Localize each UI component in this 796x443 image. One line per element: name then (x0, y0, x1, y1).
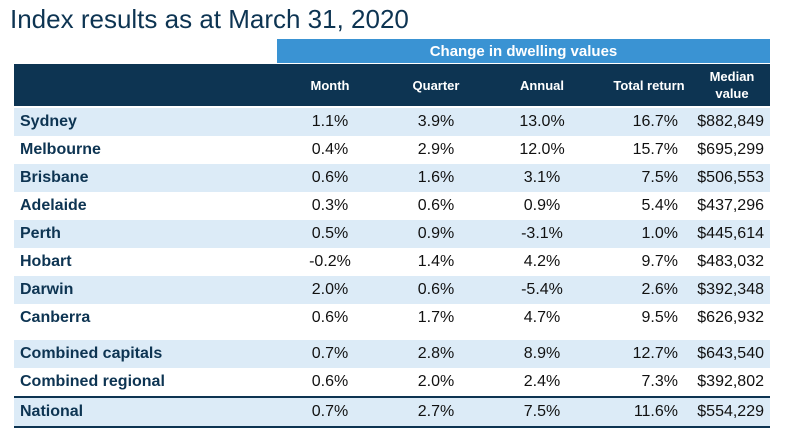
cell-quarter: 2.7% (417, 403, 455, 420)
cell-annual: 2.4% (523, 373, 561, 390)
cell-quarter: 0.9% (417, 225, 455, 242)
cell-quarter: 0.6% (417, 281, 455, 298)
row-name: Brisbane (20, 169, 89, 186)
row-name: National (20, 403, 84, 420)
cell-total-return: 15.7% (632, 141, 678, 158)
cell-quarter: 1.4% (417, 253, 455, 270)
row-name: Perth (20, 225, 61, 242)
table-row: Darwin 2.0% 0.6% -5.4% 2.6% $392,348 (14, 276, 770, 304)
cell-total-return: 9.5% (641, 309, 678, 326)
table-row: Perth 0.5% 0.9% -3.1% 1.0% $445,614 (14, 220, 770, 248)
cell-quarter: 1.6% (417, 169, 455, 186)
cell-annual: 4.2% (523, 253, 561, 270)
row-name: Sydney (20, 113, 77, 130)
table-row: Combined regional 0.6% 2.0% 2.4% 7.3% $3… (14, 368, 770, 396)
cell-total-return: 9.7% (641, 253, 678, 270)
cell-annual: 7.5% (523, 403, 561, 420)
cell-month: 0.6% (311, 169, 349, 186)
divider-top-national (14, 396, 770, 398)
cell-quarter: 0.6% (417, 197, 455, 214)
cell-median-value: $392,802 (697, 373, 764, 390)
cell-median-value: $506,553 (697, 169, 764, 186)
cell-annual: 8.9% (523, 345, 561, 362)
cell-month: 0.5% (311, 225, 349, 242)
cell-total-return: 7.5% (641, 169, 678, 186)
row-name: Combined regional (20, 373, 165, 390)
cell-quarter: 2.9% (417, 141, 455, 158)
cell-total-return: 16.7% (632, 113, 678, 130)
cell-quarter: 2.0% (417, 373, 455, 390)
cell-median-value: $626,932 (697, 309, 764, 326)
cell-annual: -3.1% (521, 225, 563, 242)
cell-median-value: $695,299 (697, 141, 764, 158)
column-header-month: Month (310, 77, 350, 93)
page-title: Index results as at March 31, 2020 (10, 4, 409, 34)
column-header-median-line2: value (715, 86, 749, 101)
column-header-quarter: Quarter (412, 77, 460, 93)
cell-median-value: $437,296 (697, 197, 764, 214)
cell-median-value: $643,540 (697, 345, 764, 362)
column-header-annual: Annual (519, 77, 565, 93)
table-header: Month Quarter Annual Total return Median… (14, 64, 770, 106)
row-name: Adelaide (20, 197, 87, 214)
table-row: Combined capitals 0.7% 2.8% 8.9% 12.7% $… (14, 340, 770, 368)
cell-total-return: 2.6% (641, 281, 678, 298)
cell-month: 0.6% (311, 309, 349, 326)
cell-median-value: $554,229 (697, 403, 764, 420)
cell-median-value: $483,032 (697, 253, 764, 270)
cell-quarter: 2.8% (417, 345, 455, 362)
table-row-national: National 0.7% 2.7% 7.5% 11.6% $554,229 (14, 398, 770, 426)
cell-month: 1.1% (311, 113, 349, 130)
table-row: Melbourne 0.4% 2.9% 12.0% 15.7% $695,299 (14, 136, 770, 164)
cell-total-return: 11.6% (633, 403, 678, 420)
cell-month: 2.0% (311, 281, 349, 298)
cell-annual: 4.7% (523, 309, 561, 326)
cell-total-return: 7.3% (641, 373, 678, 390)
cell-month: 0.6% (311, 373, 349, 390)
cell-annual: 3.1% (523, 169, 561, 186)
row-name: Melbourne (20, 141, 101, 158)
cell-median-value: $445,614 (697, 225, 764, 242)
table-row: Hobart -0.2% 1.4% 4.2% 9.7% $483,032 (14, 248, 770, 276)
row-name: Combined capitals (20, 345, 163, 362)
cell-month: 0.7% (311, 403, 349, 420)
cell-month: 0.7% (311, 345, 349, 362)
column-header-median-value: Median value (694, 64, 770, 106)
row-name: Canberra (20, 309, 91, 326)
cell-quarter: 1.7% (417, 309, 455, 326)
cell-annual: 0.9% (523, 197, 561, 214)
cell-annual: 12.0% (519, 141, 565, 158)
cell-month: -0.2% (309, 253, 351, 270)
cell-total-return: 5.4% (641, 197, 678, 214)
divider-bottom-national (14, 426, 770, 428)
row-name: Hobart (20, 253, 72, 270)
row-name: Darwin (20, 281, 74, 298)
column-header-total-return: Total return (613, 77, 685, 93)
cell-month: 0.4% (311, 141, 349, 158)
cell-total-return: 1.0% (641, 225, 678, 242)
table-row: Sydney 1.1% 3.9% 13.0% 16.7% $882,849 (14, 108, 770, 136)
cell-median-value: $392,348 (697, 281, 764, 298)
table-row: Adelaide 0.3% 0.6% 0.9% 5.4% $437,296 (14, 192, 770, 220)
cell-annual: 13.0% (519, 113, 565, 130)
column-header-median-line1: Median (709, 69, 755, 84)
change-in-dwelling-values-banner: Change in dwelling values (277, 39, 770, 63)
cell-total-return: 12.7% (632, 345, 678, 362)
cell-quarter: 3.9% (417, 113, 455, 130)
table-row: Canberra 0.6% 1.7% 4.7% 9.5% $626,932 (14, 304, 770, 332)
cell-month: 0.3% (311, 197, 349, 214)
cell-annual: -5.4% (521, 281, 563, 298)
table-row: Brisbane 0.6% 1.6% 3.1% 7.5% $506,553 (14, 164, 770, 192)
cell-median-value: $882,849 (697, 113, 764, 130)
